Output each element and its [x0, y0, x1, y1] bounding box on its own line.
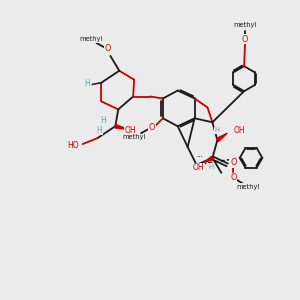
Text: H: H: [100, 116, 106, 125]
Text: OH: OH: [193, 163, 204, 172]
Polygon shape: [203, 156, 213, 163]
Text: O: O: [149, 123, 155, 132]
Text: OH: OH: [124, 126, 136, 135]
Text: H: H: [97, 126, 102, 135]
Text: O: O: [104, 44, 111, 53]
Text: H: H: [215, 127, 220, 133]
Polygon shape: [115, 124, 127, 129]
Text: HO: HO: [67, 140, 79, 149]
Text: methyl: methyl: [236, 184, 260, 190]
Text: OH: OH: [233, 126, 245, 135]
Text: O: O: [230, 173, 236, 182]
Text: O: O: [242, 34, 248, 43]
Text: H: H: [85, 79, 91, 88]
Text: methyl: methyl: [233, 22, 257, 28]
Text: methyl: methyl: [79, 36, 102, 42]
Text: methyl: methyl: [122, 134, 146, 140]
Text: H: H: [209, 164, 214, 170]
Text: ...: ...: [196, 152, 203, 158]
Text: O: O: [230, 158, 236, 167]
Polygon shape: [216, 133, 227, 142]
